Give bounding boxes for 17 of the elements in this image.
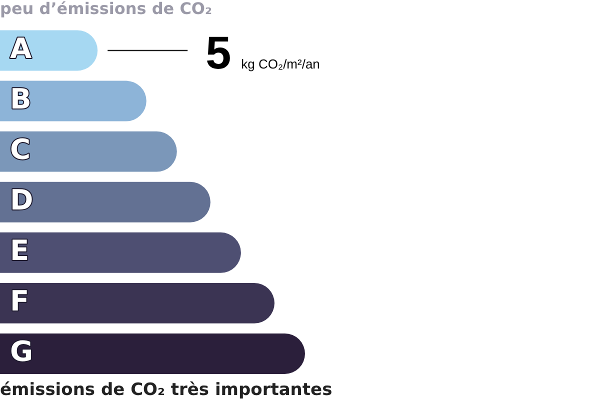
- bar: [0, 30, 98, 71]
- y-tick-label: G: [10, 335, 33, 368]
- y-tick-label: F: [10, 284, 30, 318]
- annotation: 5 kg CO₂/m²/an: [206, 26, 320, 78]
- bar: [0, 282, 274, 324]
- y-tick-label: A: [10, 32, 32, 65]
- text: émissions de CO₂ très importantes: [0, 380, 332, 400]
- bar: [0, 80, 146, 122]
- bar: [0, 232, 241, 273]
- y-tick-label: D: [10, 183, 34, 216]
- y-tick-label: E: [10, 234, 30, 267]
- chart-title: peu d’émissions de CO₂: [0, 0, 212, 18]
- bar: [0, 182, 210, 222]
- y-tick-label: C: [10, 132, 31, 166]
- bar: [0, 334, 305, 374]
- bar: [0, 131, 177, 172]
- y-tick-label: B: [10, 82, 32, 116]
